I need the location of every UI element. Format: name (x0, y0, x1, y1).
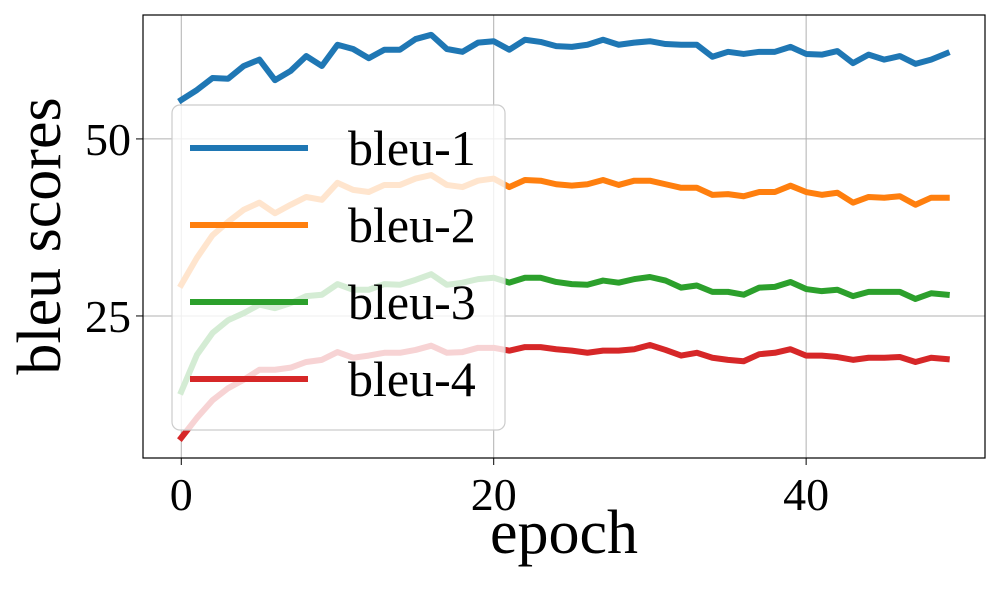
legend-label: bleu-2 (348, 197, 476, 253)
y-tick-label: 25 (85, 291, 131, 342)
x-tick-label: 40 (783, 469, 829, 520)
legend-label: bleu-4 (348, 351, 476, 407)
y-tick-label: 50 (85, 114, 131, 165)
x-tick-label: 20 (471, 469, 517, 520)
x-axis-label: epoch (490, 499, 638, 567)
plot-frame (142, 14, 986, 459)
series-line (177, 31, 951, 105)
y-axis-label: bleu scores (6, 97, 74, 374)
x-tick-label: 0 (170, 469, 193, 520)
legend-box (171, 104, 506, 431)
legend-label: bleu-1 (348, 120, 476, 176)
legend: bleu-1 bleu-2 bleu-3 bleu-4 (171, 104, 506, 431)
legend-label: bleu-3 (348, 274, 476, 330)
